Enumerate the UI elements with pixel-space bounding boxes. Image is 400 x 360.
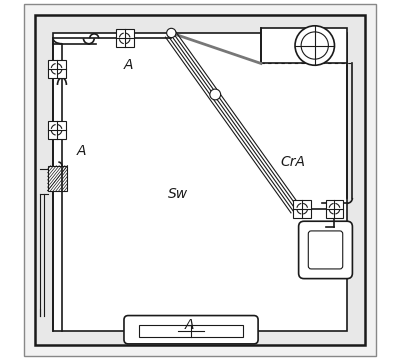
FancyBboxPatch shape <box>299 221 352 279</box>
Text: Sw: Sw <box>168 187 188 201</box>
Text: A: A <box>77 144 86 158</box>
Bar <box>261 28 347 63</box>
Text: A: A <box>124 58 133 72</box>
FancyBboxPatch shape <box>308 231 343 269</box>
Bar <box>326 200 344 218</box>
Circle shape <box>167 28 176 38</box>
Bar <box>53 33 347 330</box>
Bar <box>116 30 134 47</box>
Bar <box>48 166 67 191</box>
Circle shape <box>301 32 328 59</box>
Circle shape <box>210 89 221 100</box>
Bar <box>139 324 243 337</box>
Text: CrA: CrA <box>281 155 306 169</box>
Bar <box>48 121 66 139</box>
Bar <box>293 200 311 218</box>
FancyBboxPatch shape <box>124 316 258 344</box>
Circle shape <box>295 26 334 65</box>
Text: A: A <box>184 318 194 332</box>
Bar <box>48 60 66 78</box>
